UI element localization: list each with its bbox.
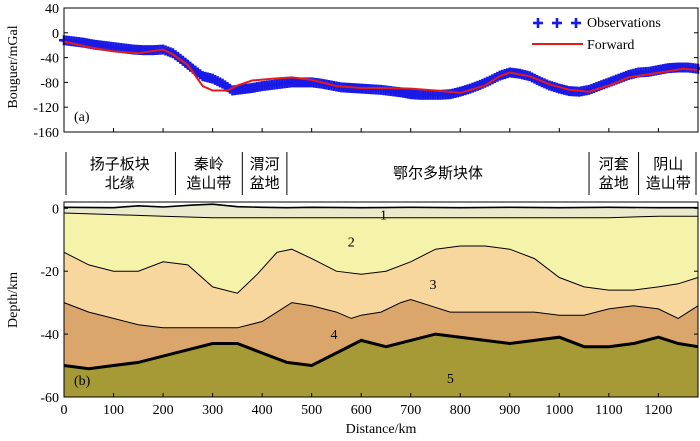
layer-label: 5 — [447, 372, 454, 387]
layer-label: 3 — [430, 278, 437, 293]
panel-b-ytick-label: -60 — [40, 391, 59, 406]
panel-b-xtick-label: 100 — [103, 403, 124, 418]
tectonic-unit-label: 秦岭 — [194, 156, 224, 173]
panel-b-ytick-label: -20 — [40, 265, 59, 280]
panel-b-xtick-label: 500 — [301, 403, 322, 418]
layer-label: 1 — [380, 209, 387, 224]
panel-b-xtick-label: 700 — [400, 403, 421, 418]
panel-b-xtick-label: 1100 — [595, 403, 622, 418]
panel-b-xtick-label: 400 — [252, 403, 273, 418]
layer-5-fill — [64, 334, 698, 397]
layer-label: 4 — [330, 328, 337, 343]
panel-a-series — [59, 35, 700, 100]
legend-observations-marker — [533, 18, 581, 28]
tectonic-unit: 鄂尔多斯块体 — [393, 152, 590, 195]
tectonic-unit-label: 阴山 — [653, 156, 683, 173]
forward-line — [63, 40, 699, 94]
legend-observations-label: Observations — [587, 16, 661, 31]
tectonic-unit-label: 造山带 — [646, 175, 691, 192]
interface-line — [63, 203, 698, 209]
legend-observation-plus — [571, 18, 581, 28]
panel-b-ytick-label: -40 — [40, 328, 59, 343]
panel-a-ytick-label: 0 — [52, 27, 59, 42]
layer-3-fill — [64, 246, 698, 328]
legend: Observations Forward — [532, 16, 661, 53]
panel-b-xtick-label: 300 — [202, 403, 223, 418]
panel-a-label: (a) — [74, 110, 90, 125]
panel-b-xtick-label: 1000 — [545, 403, 573, 418]
panel-b-frame — [63, 201, 699, 398]
panel-a-ytick-label: -40 — [40, 52, 59, 67]
tectonic-unit-label: 扬子板块 — [90, 155, 150, 173]
panel-a: 40 0 -40 -80 -120 -160 Bouguer/mGal (a) Obser… — [6, 2, 700, 141]
panel-b-ytick-label: 0 — [52, 202, 59, 217]
panel-b-ylabel: Depth/km — [6, 272, 21, 328]
panel-b-xtick-label: 900 — [499, 403, 520, 418]
panel-b-ticks: 0-20-40-600 100 200 300 400 500 600 700 800 900 10… — [40, 202, 698, 418]
panel-a-ytick-label: -160 — [33, 126, 59, 141]
tectonic-unit-label: 鄂尔多斯块体 — [393, 165, 483, 182]
panel-b-xtick-label: 600 — [351, 403, 372, 418]
panel-b-label: (b) — [74, 374, 91, 389]
crustal-layers — [63, 203, 699, 397]
panel-a-ytick-label: -120 — [33, 101, 59, 116]
interface-line — [63, 332, 699, 371]
panel-a-ytick-label: 40 — [45, 2, 59, 17]
panel-a-frame — [63, 7, 699, 133]
panel-b-xtick-label: 800 — [450, 403, 471, 418]
layer-label: 2 — [348, 235, 355, 250]
panel-a-ytick-label: -80 — [40, 76, 59, 91]
panel-b: 0-20-40-600 100 200 300 400 500 600 700 800 900 10… — [6, 201, 699, 437]
legend-observation-plus — [552, 18, 562, 28]
tectonic-unit-label: 盆地 — [250, 175, 280, 192]
panel-b-xtick-label: 200 — [153, 403, 174, 418]
panel-b-xtick-label: 1200 — [644, 403, 672, 418]
panel-a-y-tick-labels: 40 0 -40 -80 -120 -160 — [33, 2, 59, 141]
legend-forward-label: Forward — [587, 38, 634, 53]
panel-b-xlabel: Distance/km — [346, 422, 417, 437]
tectonic-unit-label: 盆地 — [599, 175, 629, 192]
panel-a-ylabel: Bouguer/mGal — [6, 25, 21, 108]
tectonic-unit-label: 造山带 — [186, 175, 231, 192]
layer-4-fill — [64, 299, 698, 369]
legend-observation-plus — [533, 18, 543, 28]
layer-labels: 1 2 3 4 5 — [330, 209, 453, 388]
interface-line — [63, 298, 699, 329]
tectonic-unit-label: 河套 — [599, 156, 629, 173]
tectonic-unit-label: 渭河 — [250, 156, 280, 173]
interface-line — [63, 212, 698, 219]
interface-line — [63, 245, 699, 294]
tectonic-unit-label: 北缘 — [105, 175, 135, 192]
layer-2-fill — [64, 213, 698, 294]
panel-b-xtick-label: 0 — [61, 403, 68, 418]
